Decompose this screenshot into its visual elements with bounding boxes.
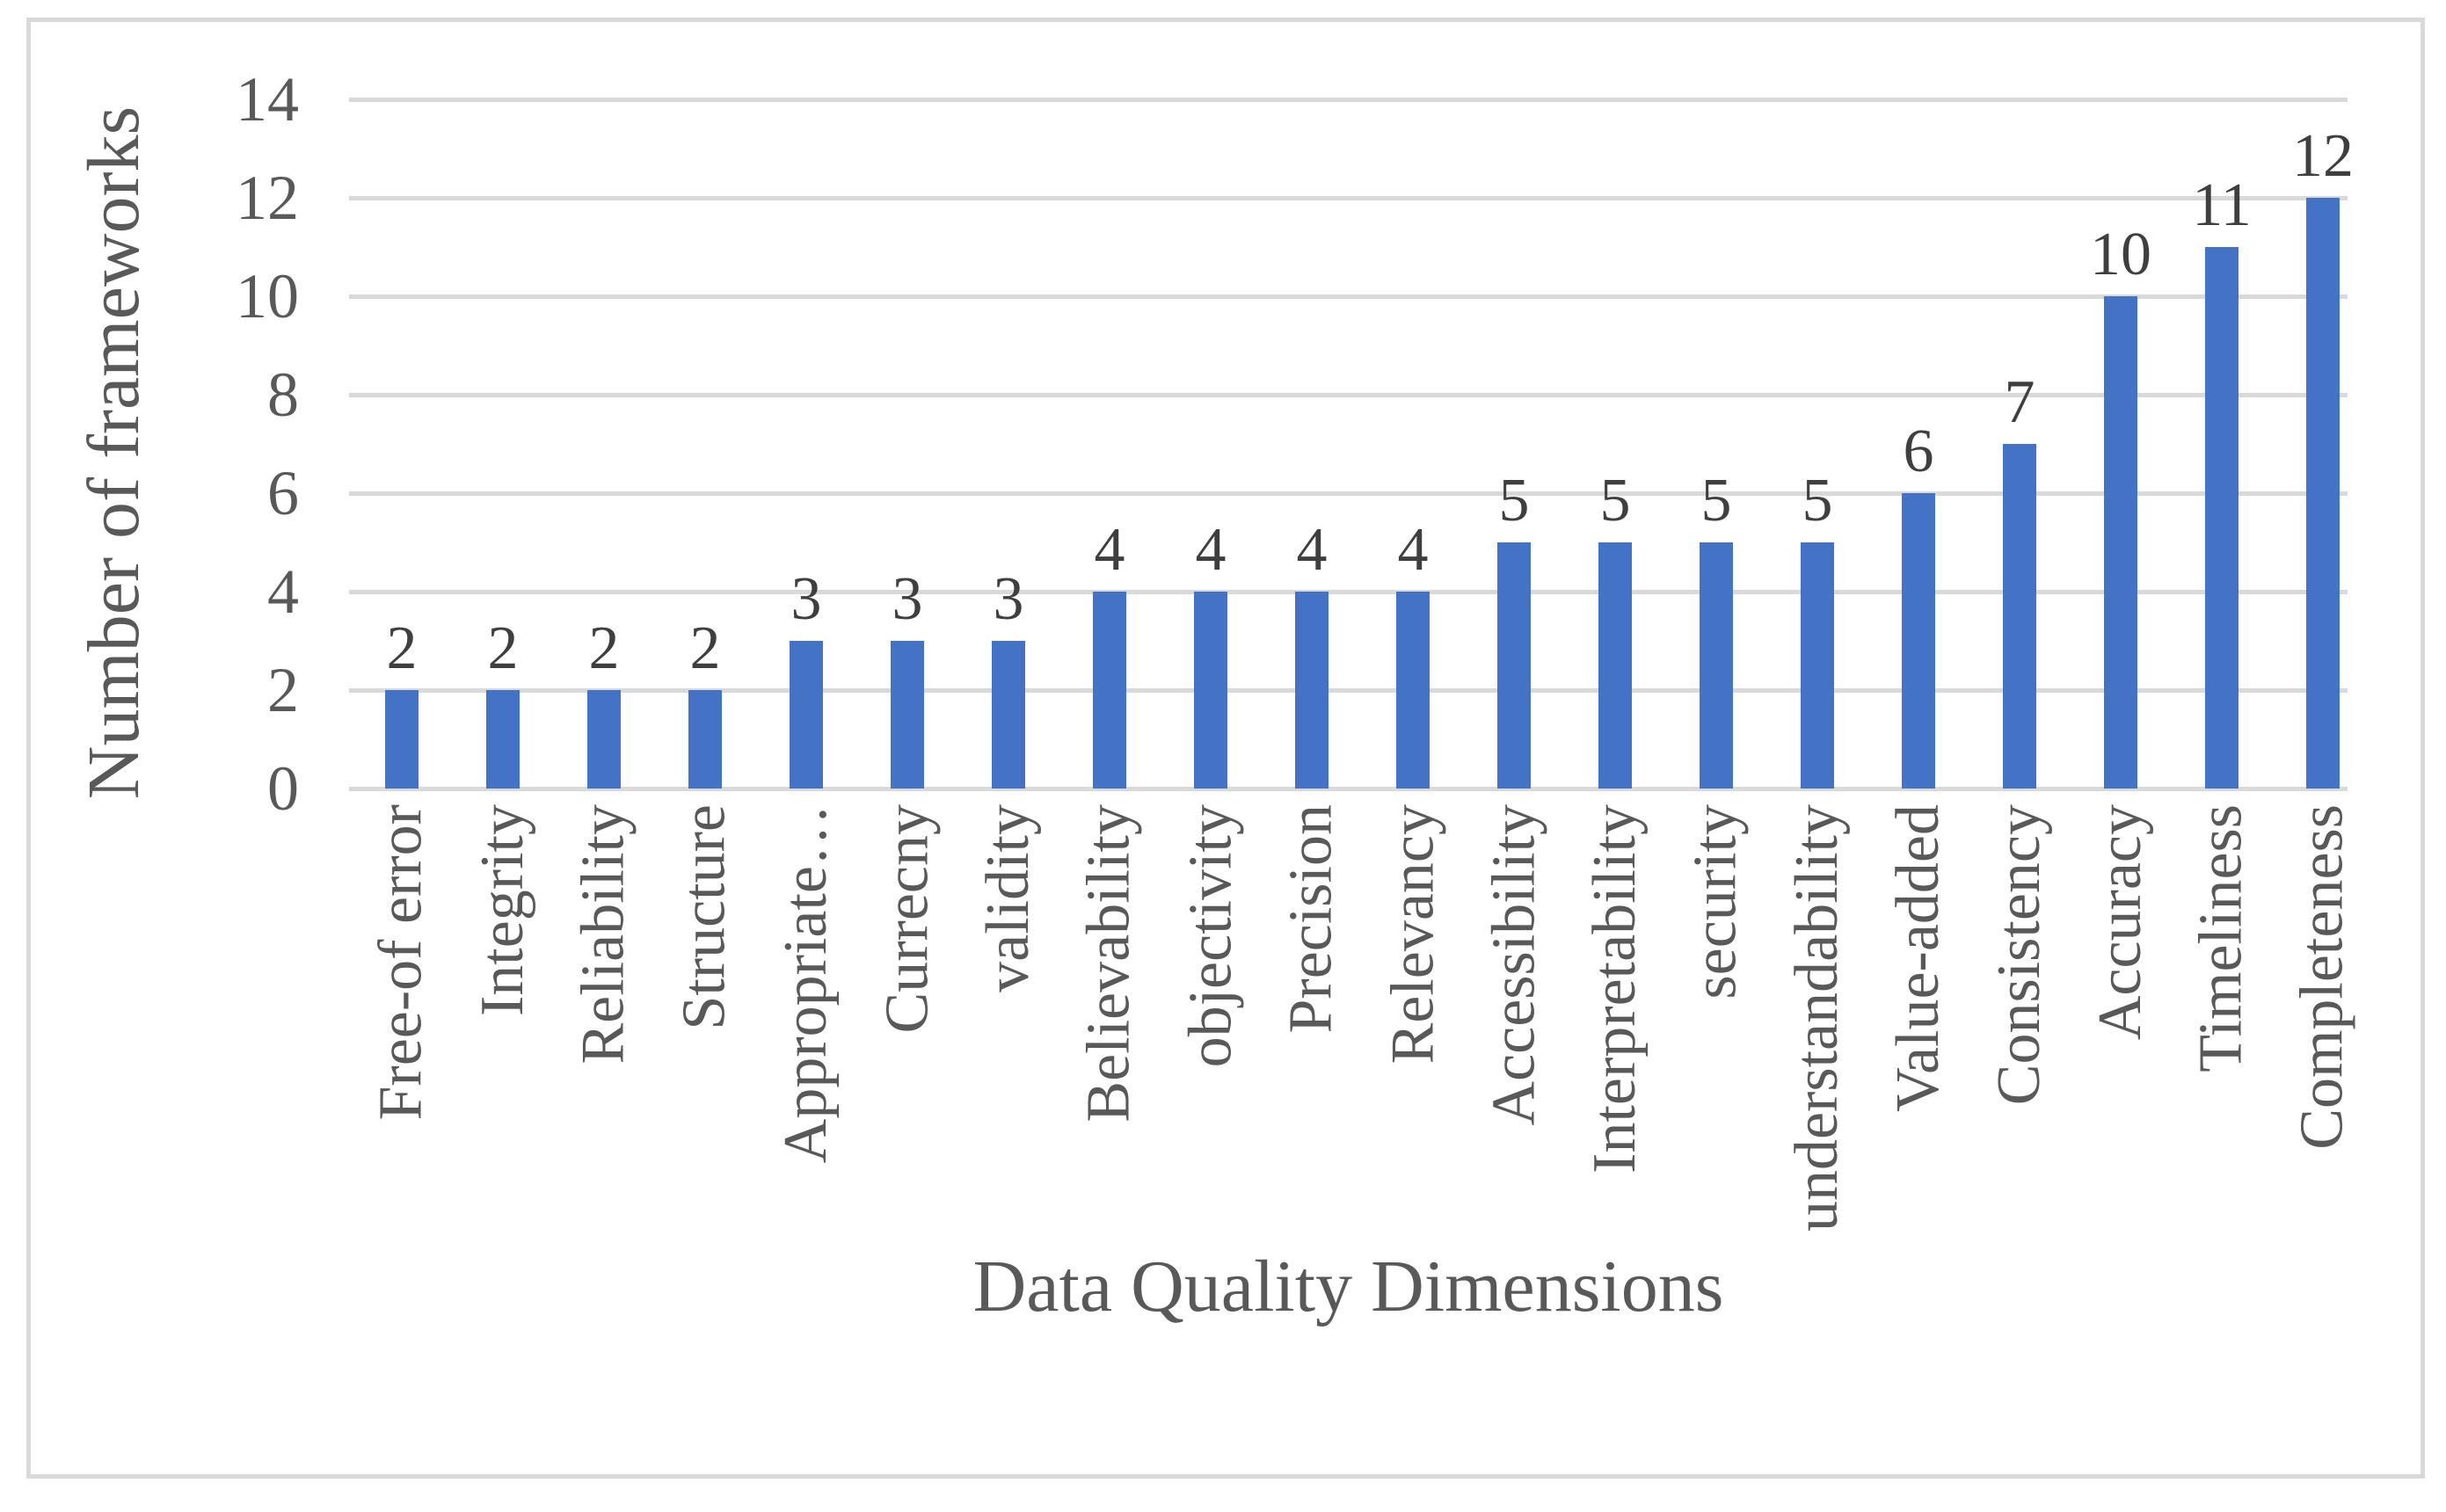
x-category-label: Interpretability [1581,804,1649,1174]
bar [992,641,1025,789]
bar [1194,592,1227,789]
y-tick-label: 6 [267,458,299,528]
y-tick-label: 14 [236,64,299,134]
y-tick-label: 8 [267,360,299,430]
data-label: 2 [487,614,519,682]
data-label: 7 [2004,368,2035,436]
data-label: 5 [1802,467,1833,534]
y-axis-title: Number of frameworks [73,105,155,800]
gridline [349,294,2348,299]
bar [1497,542,1531,789]
data-label: 4 [1094,516,1125,584]
data-label: 2 [588,614,620,682]
data-label: 3 [892,565,923,633]
gridline [349,787,2348,791]
bar [1295,592,1329,789]
bar [688,690,722,789]
bar [1093,592,1126,789]
data-label: 2 [386,614,418,682]
bar [790,641,823,789]
y-tick-label: 12 [236,163,299,233]
bar [486,690,520,789]
bar [587,690,621,789]
data-label: 5 [1498,467,1530,534]
x-category-label: objectivity [1176,804,1244,1068]
data-label: 12 [2292,122,2354,190]
data-label: 4 [1397,516,1429,584]
y-axis-title-wrapper: Number of frameworks [48,62,180,844]
data-label: 3 [993,565,1024,633]
x-category-label: Integrity [469,804,536,1017]
x-category-label: Accuracy [2086,804,2154,1041]
x-category-label: Timeliness [2188,804,2255,1072]
gridline [349,688,2348,693]
x-axis-title: Data Quality Dimensions [972,1246,1724,1327]
bar [1598,542,1632,789]
gridline [349,491,2348,496]
bar [2104,296,2137,789]
data-label: 10 [2090,221,2151,288]
bar [1396,592,1430,789]
x-category-label: Relevancy [1379,804,1446,1065]
bar [2003,444,2036,789]
bar [1902,493,1935,789]
y-tick-label: 2 [267,655,299,725]
gridline [349,590,2348,594]
x-category-label: Appropriate… [772,804,840,1164]
x-category-label: Reliability [570,804,637,1065]
x-category-label: Believability [1075,804,1143,1123]
x-category-label: Value-added [1884,804,1952,1112]
bar [1801,542,1834,789]
gridline [349,196,2348,200]
x-category-label: Consistency [1985,804,2053,1106]
gridline [349,393,2348,397]
data-label: 3 [790,565,822,633]
bar [891,641,924,789]
data-label: 4 [1296,516,1328,584]
data-label: 6 [1903,418,1934,485]
y-tick-label: 0 [267,753,299,824]
bar [1700,542,1733,789]
data-label: 5 [1599,467,1631,534]
data-label: 2 [689,614,721,682]
data-label: 4 [1195,516,1227,584]
bar [385,690,419,789]
x-category-label: Free-of error [368,804,435,1121]
x-category-label: Currecny [873,804,941,1034]
x-category-label: validity [974,804,1042,992]
y-tick-label: 4 [267,556,299,627]
bar [2205,247,2239,789]
x-category-label: Accessibility [1480,804,1547,1126]
x-category-label: Completeness [2289,804,2356,1150]
x-category-label: Precision [1278,804,1345,1034]
y-tick-label: 10 [236,261,299,331]
gridline [349,98,2348,102]
data-label: 5 [1700,467,1732,534]
x-category-label: understandability [1783,804,1851,1232]
data-label: 11 [2192,171,2252,239]
x-category-label: security [1682,804,1750,1000]
x-category-label: Structure [671,804,739,1030]
bar [2306,198,2340,789]
